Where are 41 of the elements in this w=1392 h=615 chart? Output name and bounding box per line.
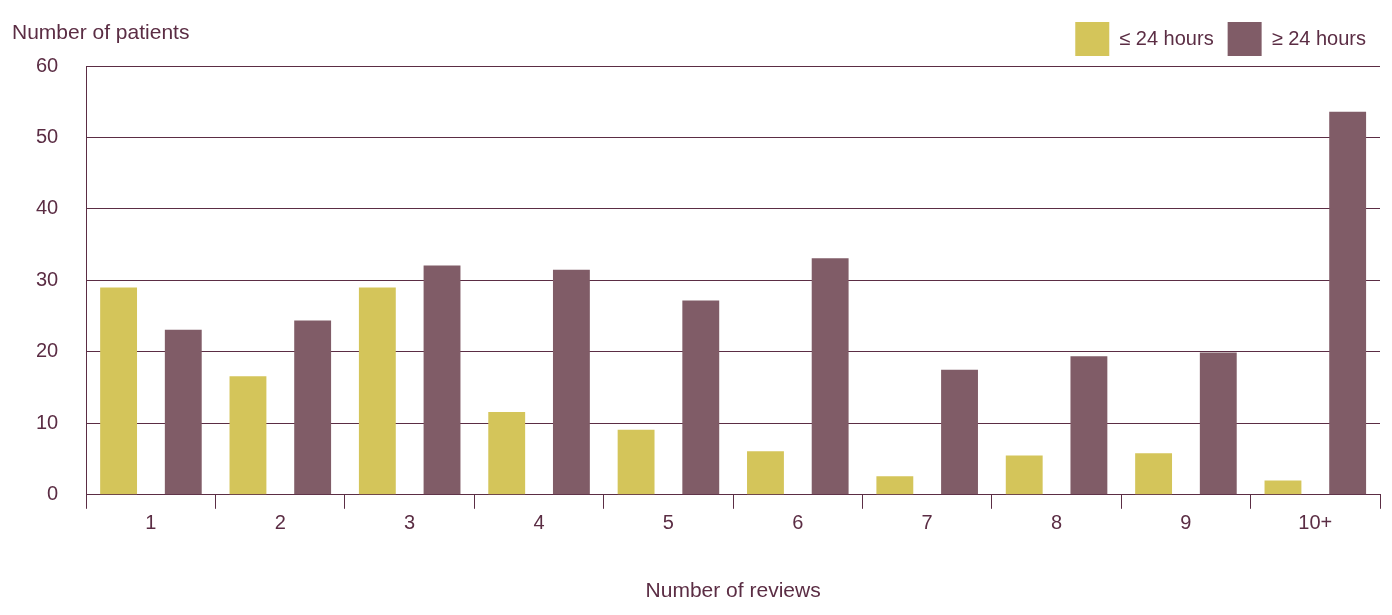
bar — [1329, 111, 1367, 495]
bar — [747, 451, 784, 495]
y-tick-label: 40 — [36, 196, 59, 219]
bar — [294, 320, 332, 495]
bar — [941, 369, 978, 495]
x-tick-label: 5 — [662, 511, 674, 534]
y-axis-title: Number of patients — [12, 20, 190, 44]
bar — [1264, 480, 1302, 495]
y-tick-label: 50 — [36, 124, 59, 147]
bar — [1005, 455, 1043, 495]
x-tick-label: 7 — [921, 511, 933, 534]
bar — [358, 287, 396, 495]
bar — [1199, 352, 1237, 495]
y-tick-label: 10 — [36, 410, 59, 433]
y-tick-label: 30 — [36, 267, 59, 290]
bar — [100, 287, 138, 495]
bar — [1135, 453, 1173, 495]
x-tick-label: 6 — [792, 511, 804, 534]
x-tick-label: 8 — [1051, 511, 1063, 534]
x-tick-label: 3 — [404, 511, 416, 534]
bar — [617, 429, 655, 495]
x-axis-title: Number of reviews — [645, 578, 821, 602]
bar — [811, 258, 849, 495]
bar — [488, 411, 526, 495]
bar — [423, 265, 461, 495]
legend-label: ≤ 24 hours — [1119, 26, 1214, 49]
x-tick-label: 9 — [1180, 511, 1192, 534]
bar — [552, 269, 590, 495]
bar — [229, 376, 267, 495]
x-tick-label: 10+ — [1298, 511, 1333, 534]
bar — [1070, 356, 1108, 495]
bar — [876, 476, 914, 495]
x-tick-label: 4 — [533, 511, 545, 534]
bar — [682, 300, 720, 495]
y-tick-label: 0 — [47, 482, 59, 505]
y-tick-label: 20 — [36, 339, 59, 362]
y-tick-label: 60 — [36, 53, 59, 76]
legend-label: ≥ 24 hours — [1271, 26, 1367, 49]
bar — [164, 329, 202, 495]
x-tick-label: 1 — [145, 511, 157, 534]
x-tick-label: 2 — [274, 511, 286, 534]
